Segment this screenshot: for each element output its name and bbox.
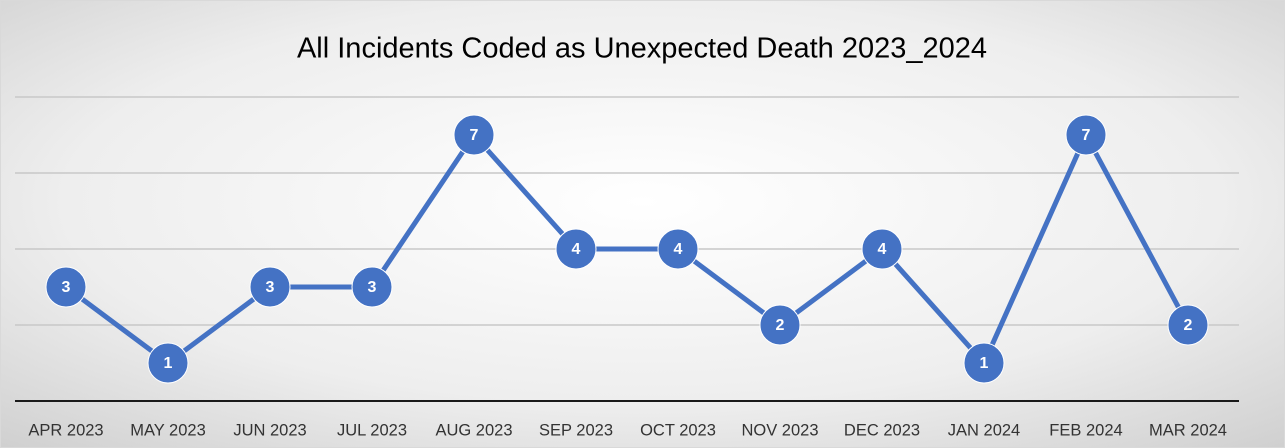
x-tick-label: OCT 2023: [640, 421, 716, 439]
x-tick-label: JAN 2024: [948, 421, 1020, 439]
line: [64, 132, 1191, 366]
data-label: 2: [776, 317, 785, 334]
x-tick-label: MAR 2024: [1149, 421, 1227, 439]
chart-title: All Incidents Coded as Unexpected Death …: [297, 33, 987, 65]
data-label: 4: [572, 241, 581, 258]
point: [555, 228, 597, 270]
x-tick-label: JUL 2023: [337, 421, 407, 439]
x-tick-label: SEP 2023: [539, 421, 613, 439]
point: [963, 342, 1005, 384]
data-label: 4: [674, 241, 683, 258]
x-tick-label: JUN 2023: [233, 421, 306, 439]
data-label: 7: [1082, 127, 1091, 144]
x-tick-label: NOV 2023: [741, 421, 818, 439]
data-label: 1: [980, 355, 989, 372]
data-label: 3: [266, 279, 275, 296]
data-label: 3: [368, 279, 377, 296]
point: [1167, 304, 1209, 346]
point: [861, 228, 903, 270]
point: [657, 228, 699, 270]
data-label: 7: [470, 127, 479, 144]
point: [1065, 114, 1107, 156]
point: [351, 266, 393, 308]
point: [45, 266, 87, 308]
point: [249, 266, 291, 308]
data-label: 2: [1184, 317, 1193, 334]
x-tick-label: FEB 2024: [1049, 421, 1122, 439]
x-tick-label: MAY 2023: [130, 421, 206, 439]
x-tick-label: APR 2023: [28, 421, 103, 439]
x-tick-label: AUG 2023: [435, 421, 512, 439]
x-tick-label: DEC 2023: [844, 421, 920, 439]
data-label: 3: [62, 279, 71, 296]
point: [453, 114, 495, 156]
point: [147, 342, 189, 384]
data-label: 4: [878, 241, 887, 258]
point: [759, 304, 801, 346]
data-label: 1: [164, 355, 173, 372]
